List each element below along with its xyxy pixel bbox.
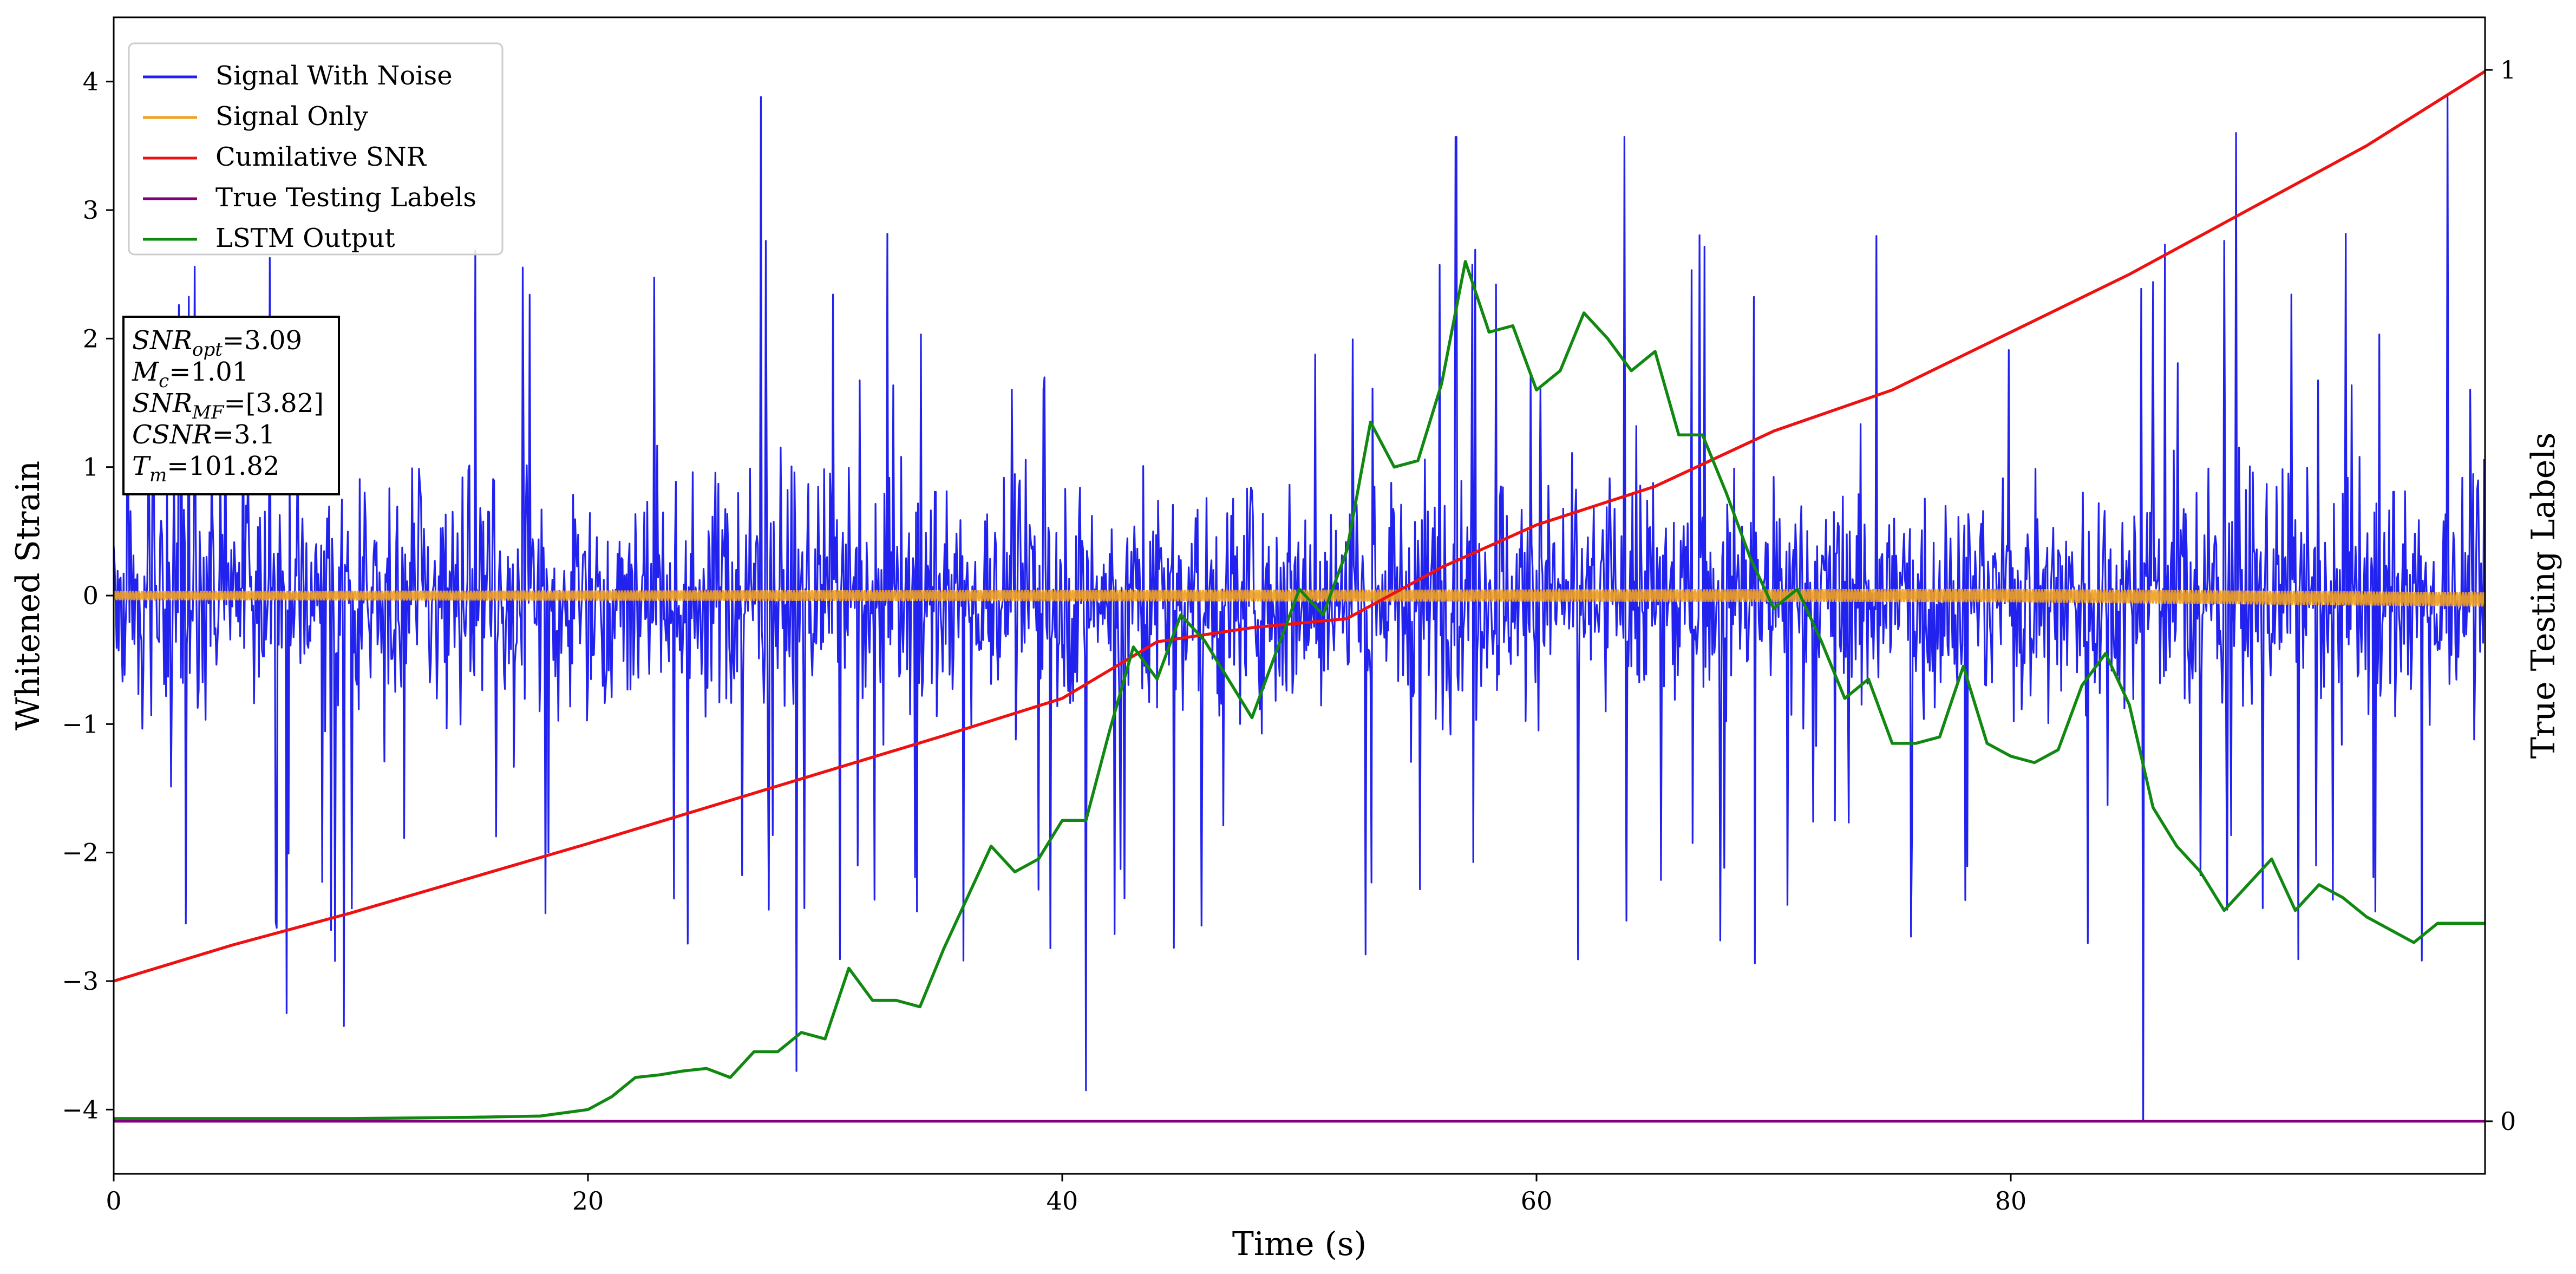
annotation-line: Mc=1.01 xyxy=(132,357,249,392)
y-tick-label: 4 xyxy=(83,67,99,96)
lstm-output-line xyxy=(114,260,2485,1120)
legend-label: Cumilative SNR xyxy=(215,142,427,172)
annotation-line: CSNR=3.1 xyxy=(132,420,275,450)
y-axis-title: Whitened Strain xyxy=(9,461,47,730)
x-tick-label: 60 xyxy=(1521,1186,1553,1216)
x-tick-label: 80 xyxy=(1995,1186,2027,1216)
signal-only-line xyxy=(114,589,2485,607)
y-tick-label: −2 xyxy=(62,838,99,867)
y-tick-label: 0 xyxy=(83,581,99,610)
legend-label: True Testing Labels xyxy=(215,182,476,213)
legend-label: Signal With Noise xyxy=(215,61,453,91)
legend-label: Signal Only xyxy=(215,101,368,132)
legend-label: LSTM Output xyxy=(215,223,395,253)
x-axis-title: Time (s) xyxy=(1232,1225,1367,1263)
right-y-axis-title: True Testing Labels xyxy=(2525,433,2562,759)
annotation-line: SNRopt=3.09 xyxy=(132,325,302,361)
y-tick-label: 3 xyxy=(83,195,99,225)
annotation-box xyxy=(122,316,340,495)
y-tick-label: −4 xyxy=(62,1095,99,1124)
annotation-line: Tm=101.82 xyxy=(132,451,279,486)
y-tick-label: 2 xyxy=(83,324,99,353)
cumulative-snr-line xyxy=(114,70,2485,983)
y-tick-label: −1 xyxy=(62,709,99,739)
right-y-tick-label: 1 xyxy=(2500,55,2516,84)
x-tick-label: 20 xyxy=(572,1186,604,1216)
legend-box xyxy=(128,42,504,256)
signal-with-noise-line xyxy=(114,96,2485,1121)
y-tick-label: 1 xyxy=(83,453,99,482)
right-y-tick-label: 0 xyxy=(2500,1107,2516,1136)
x-tick-label: 40 xyxy=(1047,1186,1078,1216)
x-tick-label: 0 xyxy=(106,1186,121,1216)
annotation-line: SNRMF=[3.82] xyxy=(132,388,324,423)
y-tick-label: −3 xyxy=(62,966,99,996)
